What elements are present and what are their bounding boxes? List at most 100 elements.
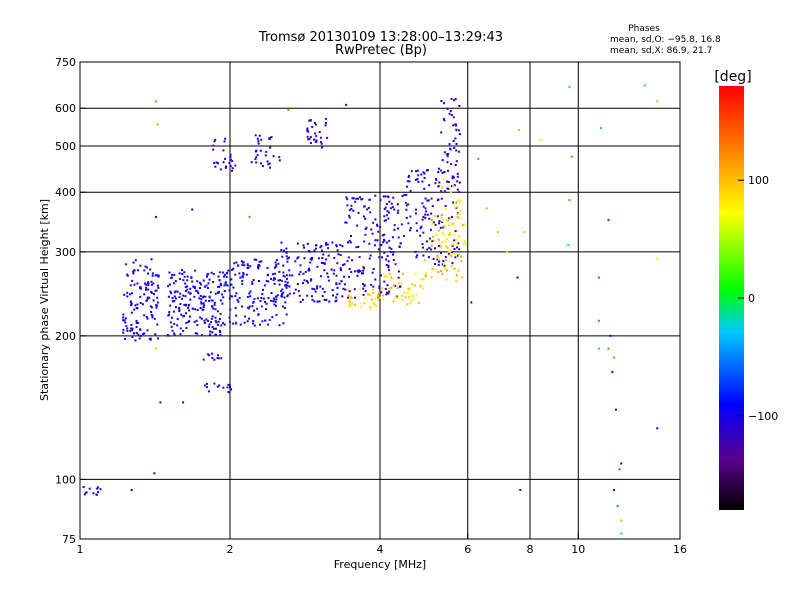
o-mode-point (323, 299, 326, 301)
o-mode-point (291, 274, 294, 277)
o-mode-point (450, 215, 453, 218)
o-mode-point (219, 299, 222, 302)
x-mode-point (455, 238, 458, 241)
o-mode-point (231, 169, 233, 172)
o-mode-point (428, 217, 431, 220)
o-mode-point (270, 277, 272, 280)
o-mode-point (206, 386, 208, 389)
scatter-point (597, 276, 600, 279)
o-mode-point (308, 137, 311, 140)
o-mode-point (258, 134, 261, 137)
o-mode-point (131, 292, 133, 295)
o-mode-point (272, 300, 275, 303)
o-mode-point (126, 274, 129, 277)
o-mode-point (219, 284, 222, 287)
x-tick-label: 10 (571, 543, 585, 556)
x-mode-point (454, 202, 457, 204)
o-mode-point (331, 289, 334, 291)
o-mode-point (369, 211, 372, 214)
o-mode-point (311, 295, 313, 298)
o-mode-point (439, 169, 442, 172)
o-mode-point (441, 263, 444, 266)
o-mode-point (438, 220, 441, 222)
o-mode-point (381, 234, 384, 237)
x-mode-point (460, 255, 462, 258)
o-mode-point (386, 255, 389, 257)
o-mode-point (150, 283, 153, 286)
o-mode-point (262, 288, 264, 291)
y-axis-ticks: 75 100 200 300 400 500 600 750 (55, 56, 86, 546)
o-mode-point (186, 288, 189, 291)
o-mode-point (325, 242, 328, 244)
x-mode-point (413, 284, 416, 287)
o-mode-point (183, 275, 186, 278)
x-mode-point (411, 295, 414, 298)
o-mode-point (215, 333, 218, 336)
o-mode-point (440, 190, 443, 193)
o-mode-point (181, 297, 183, 300)
o-mode-point (248, 292, 251, 295)
x-mode-point (359, 302, 362, 305)
chart-title: Tromsø 20130109 13:28:00–13:29:43 (258, 30, 503, 45)
o-mode-point (156, 301, 159, 304)
o-mode-point (404, 201, 407, 204)
o-mode-point (261, 293, 264, 296)
scatter-point (570, 155, 573, 158)
o-mode-point (153, 317, 156, 320)
o-mode-point (186, 275, 189, 278)
o-mode-point (443, 151, 446, 154)
o-mode-point (373, 244, 376, 247)
o-mode-point (270, 136, 273, 139)
o-mode-point (285, 251, 288, 254)
o-mode-point (397, 227, 399, 230)
o-mode-point (150, 313, 153, 316)
o-mode-point (221, 271, 224, 274)
o-mode-point (372, 221, 375, 224)
o-mode-point (454, 137, 457, 140)
o-mode-point (283, 275, 286, 278)
o-mode-point (266, 273, 269, 276)
o-mode-point (278, 159, 281, 162)
x-mode-point (442, 178, 445, 181)
o-mode-point (258, 280, 260, 282)
o-mode-point (213, 161, 216, 164)
o-mode-point (282, 305, 284, 308)
o-mode-point (217, 357, 220, 360)
o-mode-point (372, 268, 375, 270)
o-mode-point (211, 331, 214, 334)
o-mode-point (364, 233, 367, 236)
o-mode-point (313, 288, 316, 291)
o-mode-point (210, 321, 212, 323)
o-mode-point (405, 194, 408, 196)
o-mode-point (184, 295, 187, 298)
o-mode-point (92, 492, 95, 495)
scatter-point (599, 127, 602, 130)
o-mode-point (436, 258, 439, 261)
o-mode-point (319, 140, 322, 143)
o-mode-point (212, 272, 215, 275)
o-mode-point (213, 358, 216, 361)
o-mode-point (231, 160, 234, 163)
o-mode-point (448, 143, 451, 146)
x-mode-point (390, 276, 393, 279)
x-mode-point (384, 275, 387, 278)
o-mode-point (336, 293, 339, 296)
o-mode-point (437, 198, 440, 201)
o-mode-point (229, 295, 232, 298)
x-mode-point (447, 219, 449, 222)
x-tick-label: 8 (527, 543, 534, 556)
o-mode-point (184, 290, 187, 292)
o-mode-point (453, 248, 456, 250)
o-mode-point (130, 304, 133, 307)
o-mode-point (458, 129, 461, 132)
o-mode-point (368, 198, 371, 201)
o-mode-point (191, 307, 194, 310)
o-mode-point (234, 307, 237, 310)
o-mode-point (241, 305, 244, 308)
o-mode-point (383, 251, 386, 254)
o-mode-point (426, 213, 429, 216)
x-mode-point (373, 303, 376, 305)
o-mode-point (126, 329, 129, 332)
o-mode-point (376, 239, 379, 242)
o-mode-point (255, 161, 258, 164)
